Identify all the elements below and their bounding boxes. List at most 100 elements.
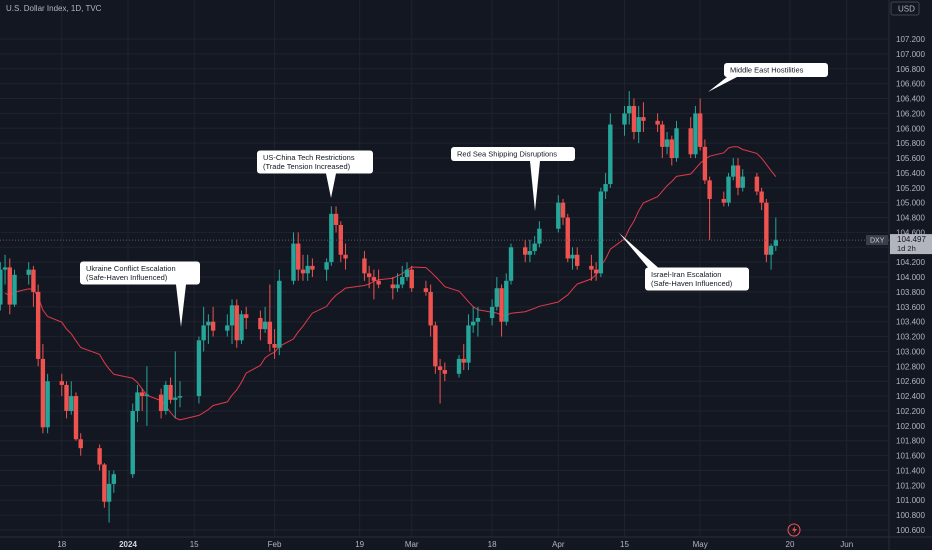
price-tick-label: 105.200	[896, 184, 925, 193]
candle-body	[234, 305, 239, 341]
candle	[461, 344, 466, 371]
time-tick-label: Apr	[552, 540, 565, 549]
candle-body	[669, 139, 674, 159]
candle	[158, 388, 164, 419]
candle	[693, 105, 698, 159]
time-axis[interactable]: 18 2024 15 Feb 19 Mar 18 Apr 15 May 20 Jun	[57, 540, 853, 549]
time-tick-label: May	[693, 540, 708, 549]
candle	[400, 265, 405, 289]
candle-body	[759, 191, 764, 203]
candle	[239, 310, 244, 345]
candle	[423, 280, 429, 296]
candle	[338, 221, 343, 263]
lightning-icon[interactable]	[787, 523, 801, 537]
price-tick-label: 107.200	[896, 35, 925, 44]
candle-body	[206, 321, 211, 326]
candle-body	[409, 269, 414, 289]
price-tick-label: 102.400	[896, 392, 925, 401]
candle	[329, 206, 334, 266]
time-tick-label: 19	[355, 540, 364, 549]
candle-body	[163, 384, 169, 411]
candle	[296, 232, 301, 281]
candle-body	[636, 117, 641, 132]
candle	[754, 172, 760, 196]
annotation-pointer	[619, 233, 658, 268]
candle	[740, 169, 745, 192]
candle-body	[423, 288, 429, 292]
candle-body	[158, 394, 164, 411]
candle-body	[589, 265, 594, 270]
price-tick-label: 101.200	[896, 481, 925, 490]
candle-body	[740, 176, 745, 188]
candle	[707, 176, 712, 240]
candle	[636, 105, 641, 144]
candle	[593, 262, 599, 281]
candle-body	[390, 284, 395, 289]
candle	[409, 265, 414, 292]
candle	[130, 403, 135, 478]
candle-body	[773, 239, 779, 246]
candle-body	[102, 464, 107, 502]
price-tick-label: 103.400	[896, 318, 925, 327]
candle	[343, 243, 348, 270]
candle-body	[702, 146, 708, 181]
price-axis[interactable]: 107.200 107.000 106.800 106.600 106.400 106.2…	[896, 35, 925, 535]
last-price-value: 104.497	[897, 235, 926, 244]
candle-body	[329, 213, 334, 263]
candle-body	[7, 267, 12, 305]
annotation-us-china[interactable]: US-China Tech Restrictions(Trade Tension…	[257, 150, 373, 199]
candle	[773, 217, 779, 252]
candle-body	[593, 269, 599, 274]
candle	[627, 91, 632, 125]
candle	[641, 102, 646, 132]
annotation-red-sea[interactable]: Red Sea Shipping Disruptions	[451, 147, 575, 211]
annotation-middle-east[interactable]: Middle East Hostilities	[708, 63, 828, 92]
candle	[674, 120, 679, 162]
candle	[570, 247, 575, 270]
candle	[258, 310, 263, 341]
price-tick-label: 103.000	[896, 347, 925, 356]
annotation-israel-iran[interactable]: Israel-Iran Escalation(Safe-Haven Influe…	[619, 233, 749, 291]
candle-body	[173, 397, 178, 400]
annotation-text: (Safe-Haven Influenced)	[86, 273, 168, 282]
candle	[40, 344, 46, 434]
candle-body	[688, 128, 693, 155]
candle-body	[537, 228, 542, 244]
candle-body	[229, 305, 235, 326]
candle	[177, 381, 183, 408]
candle-body	[45, 381, 50, 428]
candle-body	[707, 180, 712, 199]
candle-body	[305, 265, 310, 274]
price-tick-label: 105.800	[896, 139, 925, 148]
candle-body	[262, 321, 268, 330]
candle-body	[461, 358, 466, 363]
candle-body	[693, 113, 698, 155]
candle	[2, 254, 8, 285]
candle-body	[111, 474, 117, 484]
candle-body	[764, 202, 769, 255]
candle-body	[494, 288, 500, 307]
currency-button[interactable]	[890, 1, 920, 16]
candle-body	[565, 217, 570, 259]
price-tick-label: 104.800	[896, 214, 925, 223]
candle-body	[106, 483, 112, 502]
annotations: Ukraine Conflict Escalation(Safe-Haven I…	[80, 63, 828, 327]
annotation-box	[80, 261, 200, 285]
time-tick-label: 18	[488, 540, 497, 549]
candle-body	[570, 254, 575, 259]
currency-label: USD	[898, 5, 915, 14]
candle-body	[0, 269, 3, 305]
candle-body	[608, 124, 613, 185]
candle-body	[338, 224, 343, 255]
price-tick-label: 103.200	[896, 333, 925, 342]
candle	[532, 236, 537, 255]
candle	[168, 377, 173, 404]
candle	[106, 470, 112, 523]
candle-body	[310, 265, 315, 270]
time-tick-label: Jun	[840, 540, 853, 549]
candle	[244, 306, 249, 330]
price-tick-label: 102.600	[896, 377, 925, 386]
candle-body	[721, 198, 726, 203]
annotation-ukraine[interactable]: Ukraine Conflict Escalation(Safe-Haven I…	[80, 261, 200, 328]
